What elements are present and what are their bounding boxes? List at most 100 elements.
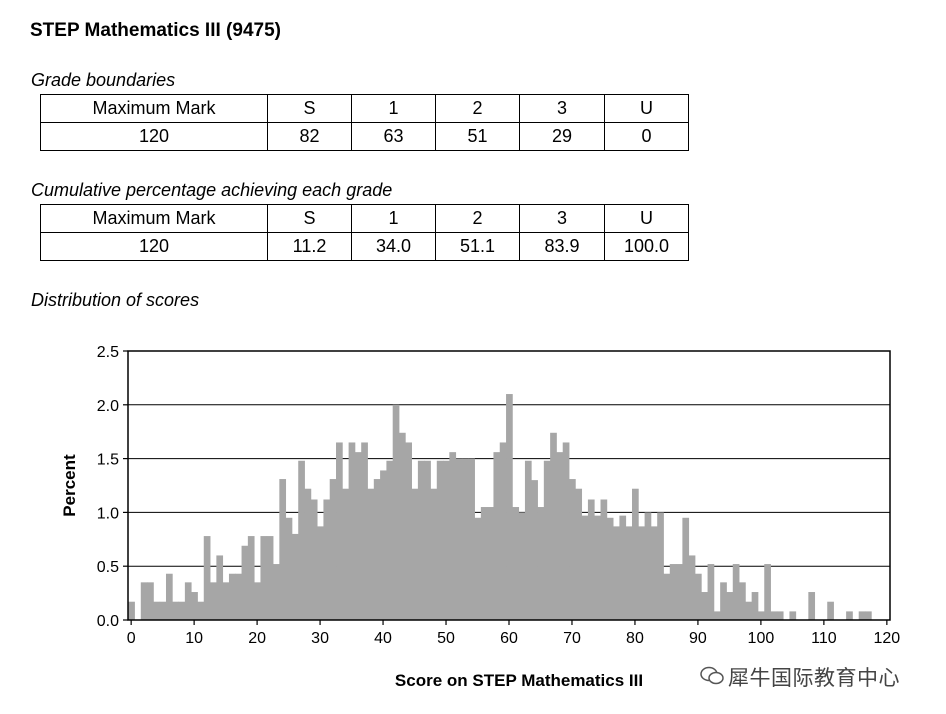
x-tick-label: 20 [248, 630, 266, 647]
bar [159, 601, 167, 620]
bar [455, 458, 463, 620]
bar [556, 452, 564, 620]
bar [184, 582, 192, 620]
bar [266, 536, 274, 620]
bar [197, 601, 205, 620]
y-tick-label: 1.5 [97, 452, 119, 469]
bar [499, 442, 507, 620]
table-row: 120 82 63 51 29 0 [40, 122, 689, 151]
bar [172, 601, 179, 620]
bar [506, 394, 513, 620]
bar [858, 611, 866, 620]
bar [210, 582, 217, 620]
bar [449, 452, 457, 620]
bar [789, 611, 797, 620]
x-tick-label: 0 [127, 630, 136, 647]
bar [770, 611, 778, 620]
x-tick-label: 110 [811, 630, 837, 647]
bar [348, 442, 356, 620]
bar [751, 592, 759, 620]
bar [650, 526, 658, 620]
distribution-heading: Distribution of scores [31, 290, 200, 310]
bar [203, 536, 211, 620]
bar [304, 488, 312, 620]
bar [707, 564, 715, 620]
bar [279, 479, 287, 620]
bar [216, 555, 224, 620]
table-cell: 100.0 [604, 232, 689, 261]
bar [165, 573, 173, 620]
bar [342, 488, 350, 620]
bar [354, 452, 362, 620]
table-cell: 29 [519, 122, 605, 151]
table-cell: 63 [351, 122, 436, 151]
bar [247, 536, 255, 620]
bar [518, 512, 526, 620]
table-cell: 120 [40, 122, 268, 151]
bar [757, 611, 765, 620]
bar [600, 499, 608, 620]
bar [745, 601, 753, 620]
bar [575, 488, 583, 620]
y-tick-label: 0.5 [97, 559, 119, 576]
table-cell: 3 [519, 204, 605, 233]
bar [594, 515, 601, 620]
bar [153, 601, 161, 620]
bar [487, 507, 494, 620]
bar [644, 512, 652, 620]
bar [808, 592, 816, 620]
table-cell: 2 [435, 94, 520, 123]
bar [524, 460, 532, 620]
bar [512, 507, 520, 620]
table-cell: 120 [40, 232, 268, 261]
bar [461, 458, 469, 620]
bar [398, 432, 406, 620]
bar [128, 601, 135, 620]
bar [140, 582, 148, 620]
bar [436, 460, 444, 620]
x-tick-label: 90 [689, 630, 707, 647]
bar [701, 592, 708, 620]
cumulative-table: Maximum Mark S 1 2 3 U 120 11.2 34.0 51.… [40, 204, 689, 261]
table-cell: 11.2 [267, 232, 352, 261]
bar [430, 488, 438, 620]
table-cell: 2 [435, 204, 520, 233]
table-cell: 0 [604, 122, 689, 151]
bar [178, 601, 186, 620]
bar [367, 488, 375, 620]
bar [638, 526, 645, 620]
bar [531, 480, 538, 620]
bar [726, 592, 734, 620]
bar [480, 507, 488, 620]
table-cell: U [604, 204, 689, 233]
table-cell: 51.1 [435, 232, 520, 261]
bar [405, 442, 412, 620]
table-cell: Maximum Mark [40, 94, 268, 123]
table-cell: 1 [351, 204, 436, 233]
bar [663, 573, 671, 620]
bar [865, 611, 872, 620]
bar [273, 564, 280, 620]
x-tick-label: 100 [748, 630, 775, 647]
bar [310, 499, 318, 620]
bar [764, 564, 771, 620]
bar [732, 564, 740, 620]
table-cell: 34.0 [351, 232, 436, 261]
bar [776, 611, 784, 620]
bar [581, 515, 589, 620]
bar [222, 582, 230, 620]
bar [468, 458, 475, 620]
bar [254, 582, 261, 620]
bar [285, 517, 293, 620]
y-tick-label: 1.0 [97, 505, 119, 522]
x-tick-label: 70 [563, 630, 581, 647]
x-tick-label: 80 [626, 630, 644, 647]
bar [411, 488, 419, 620]
table-header-row: Maximum Mark S 1 2 3 U [40, 94, 689, 123]
bar [323, 499, 331, 620]
bar [361, 442, 368, 620]
bar [317, 526, 324, 620]
y-tick-label: 2.5 [97, 344, 119, 361]
bar [720, 582, 727, 620]
bar [336, 442, 343, 620]
